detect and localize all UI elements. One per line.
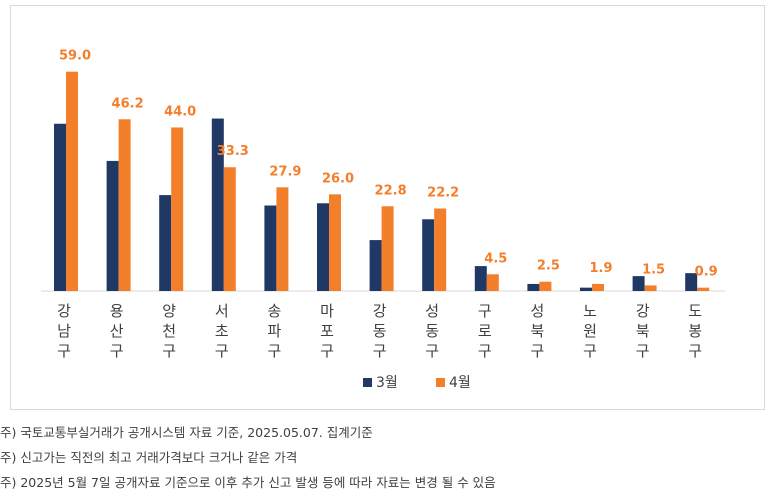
legend-swatch-mar: [363, 378, 372, 387]
footnote-1: 주) 국토교통부실거래가 공개시스템 자료 기준, 2025.05.07. 집계…: [0, 425, 373, 440]
chart-container: 59.0 46.2 44.0 33.3 27.9 26.0 22.8 22.2 4.5 2.5 1.…: [10, 5, 765, 410]
legend-swatch-apr: [436, 378, 445, 387]
data-label-7: 22.2: [427, 185, 459, 200]
footnote-3: 주) 2025년 5월 7일 공개자료 기준으로 이후 추가 신고 발생 등에 …: [0, 475, 496, 490]
bar-apr-6: [381, 206, 394, 291]
bar-mar-0: [54, 123, 66, 291]
footnotes: 주) 국토교통부실거래가 공개시스템 자료 기준, 2025.05.07. 집계…: [0, 424, 773, 499]
data-label-1: 46.2: [112, 96, 144, 111]
bar-mar-5: [317, 203, 329, 291]
data-label-10: 1.9: [589, 261, 612, 276]
data-label-11: 1.5: [642, 262, 665, 277]
bar-mar-8: [474, 266, 487, 291]
bar-mar-7: [422, 219, 435, 291]
bar-apr-12: [697, 287, 710, 291]
bar-apr-9: [539, 281, 552, 291]
bar-apr-5: [329, 194, 341, 291]
data-label-2: 44.0: [164, 104, 196, 119]
data-label-9: 2.5: [537, 259, 560, 274]
bar-apr-11: [644, 285, 657, 291]
bar-mar-12: [685, 273, 698, 291]
bar-mar-11: [632, 276, 645, 291]
bar-mar-6: [369, 240, 382, 291]
bar-chart: 59.0 46.2 44.0 33.3 27.9 26.0 22.8 22.2 4.5 2.5 1.…: [41, 49, 725, 391]
data-label-0: 59.0: [59, 49, 91, 64]
bar-mar-9: [527, 283, 540, 291]
legend-label-apr: 4월: [449, 375, 471, 391]
bar-mar-1: [106, 160, 119, 291]
data-label-4: 27.9: [269, 164, 301, 179]
bar-mar-2: [159, 195, 172, 291]
bar-apr-7: [434, 208, 447, 291]
legend: 3월 4월: [363, 375, 471, 391]
data-label-6: 22.8: [375, 183, 407, 198]
bar-apr-1: [118, 119, 131, 291]
bar-apr-4: [276, 187, 289, 291]
bar-apr-3: [223, 167, 236, 291]
bar-apr-2: [171, 127, 184, 291]
footnote-2: 주) 신고가는 직전의 최고 거래가격보다 크거나 같은 가격: [0, 450, 298, 465]
legend-label-mar: 3월: [376, 375, 398, 391]
data-label-3: 33.3: [217, 144, 249, 159]
bar-mar-4: [264, 205, 277, 291]
bar-apr-10: [592, 283, 604, 291]
bar-mar-3: [211, 118, 224, 292]
data-label-12: 0.9: [695, 265, 718, 280]
bar-apr-8: [486, 274, 499, 291]
bar-apr-0: [66, 71, 78, 291]
data-label-5: 26.0: [322, 171, 354, 186]
data-label-8: 4.5: [484, 251, 507, 266]
bar-mar-10: [580, 287, 592, 291]
